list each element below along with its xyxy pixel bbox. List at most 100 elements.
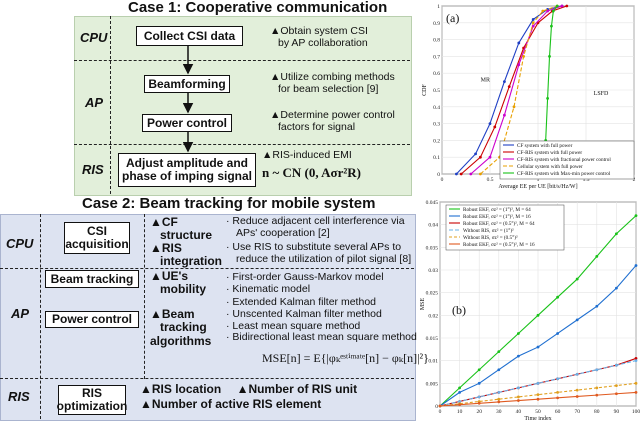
data-point <box>546 97 549 100</box>
data-point <box>517 63 521 67</box>
x-tick-label: 1.5 <box>583 177 590 183</box>
data-point <box>497 400 501 404</box>
case1-cpu-label: CPU <box>80 30 108 45</box>
legend-label: Without RIS, σz² = (1°)² <box>463 227 514 234</box>
data-point <box>531 18 535 21</box>
cf-structure-bullets: · Reduce adjacent cell interference via … <box>226 215 405 240</box>
case1-divider-2 <box>74 144 410 145</box>
case1-ap2-desc-1: ▲Determine power control <box>270 109 395 121</box>
data-point <box>503 113 506 117</box>
data-point <box>531 21 535 25</box>
data-point <box>517 332 520 335</box>
cf-bullet-2: APs' cooperation [2] <box>236 226 330 239</box>
case1-ap2-desc: ▲Determine power control factors for sig… <box>270 109 395 134</box>
data-point <box>522 55 525 58</box>
ris-optimization-items: ▲RIS location ▲Number of RIS unit ▲Numbe… <box>140 382 358 412</box>
y-tick-label: 0.04 <box>428 223 438 229</box>
mr-annotation: MR <box>481 78 490 84</box>
data-point <box>546 9 549 13</box>
bt-bullet-3: · Least mean square method <box>226 319 361 332</box>
beam-tracking-head: ▲Beam tracking algorithms <box>150 307 211 348</box>
y-tick-label: 1 <box>437 4 440 10</box>
data-point <box>458 403 461 407</box>
data-point <box>615 286 618 290</box>
x-tick-label: 0 <box>441 177 444 183</box>
data-point <box>634 264 638 267</box>
case1-cpu-desc-1: ▲Obtain system CSI <box>270 25 368 37</box>
case2-divider-1 <box>0 268 414 269</box>
data-point <box>503 80 506 83</box>
beamforming-box: Beamforming <box>144 75 230 93</box>
case2-divider-2 <box>0 378 414 379</box>
ue-mobility-head: ▲UE's mobility <box>150 269 206 297</box>
data-point <box>469 172 473 176</box>
y-tick-label: 0.3 <box>433 122 440 128</box>
x-tick-label: 0 <box>439 409 442 415</box>
data-point <box>459 172 463 176</box>
ris-integration-head: ▲RIS integration <box>150 241 222 269</box>
adjust-amplitude-line1: Adjust amplitude and <box>125 156 248 171</box>
ris-opt-row1: ▲RIS location ▲Number of RIS unit <box>140 382 358 396</box>
data-point <box>507 85 511 89</box>
beam-tracking-head-1: ▲Beam <box>150 307 195 321</box>
cf-structure-head-1: ▲CF <box>150 215 178 229</box>
data-point <box>493 125 497 129</box>
data-point <box>477 395 481 399</box>
data-point <box>595 255 599 258</box>
ue-mobility-head-1: ▲UE's <box>150 269 189 283</box>
y-tick-label: 0.6 <box>433 71 440 77</box>
y-axis-label: CDF <box>422 84 428 96</box>
data-point <box>497 391 501 394</box>
data-point <box>477 401 481 405</box>
y-tick-label: 0.7 <box>433 54 440 60</box>
case2-ap-label: AP <box>11 306 30 321</box>
legend-box <box>445 204 565 251</box>
data-point <box>517 354 520 358</box>
chart-b: 0 10 20 30 40 50 60 70 80 90 100 0 0.005 0.01 0.015 0.0… <box>420 200 640 420</box>
case2-power-control-label: Power control <box>51 312 132 327</box>
data-point <box>479 172 482 176</box>
case1-ris-desc-1: ▲RIS-induced EMI <box>262 149 352 161</box>
ue-mobility-bullets: · First-order Gauss-Markov model · Kinem… <box>226 271 384 296</box>
ris-unit-item: ▲Number of RIS unit <box>236 382 358 396</box>
data-point <box>458 391 461 394</box>
csi-acquisition-line1: CSI <box>86 224 107 239</box>
y-tick-label: 0.8 <box>433 38 440 44</box>
y-tick-label: 0.5 <box>433 88 440 94</box>
legend-box <box>499 140 635 180</box>
data-point <box>536 397 540 401</box>
case2-cpu-label: CPU <box>6 236 34 251</box>
ue-bullet-2: · Kinematic model <box>226 282 311 295</box>
y-tick-label: 0.2 <box>433 138 440 144</box>
cf-structure-head: ▲CF structure <box>150 215 212 243</box>
x-tick-label: 10 <box>457 409 463 415</box>
csi-acquisition-box: CSI acquisition <box>64 222 130 254</box>
data-point <box>555 4 559 8</box>
collect-csi-box: Collect CSI data <box>136 26 243 46</box>
case1-ap1-desc: ▲Utilize combing methods for beam select… <box>270 71 395 96</box>
case2-label-divider <box>40 214 41 419</box>
case2-power-control-box: Power control <box>45 311 139 328</box>
y-tick-label: 0.02 <box>428 313 438 319</box>
data-point <box>615 363 618 367</box>
data-point <box>497 397 501 401</box>
x-axis-label: Time index <box>524 416 551 420</box>
ris-location-item: ▲RIS location <box>140 382 222 396</box>
data-point <box>512 105 516 109</box>
ris-optimization-line2: optimization <box>56 399 128 413</box>
y-tick-label: 0 <box>435 404 438 410</box>
data-point <box>479 155 482 159</box>
series-line <box>439 382 637 407</box>
case1-ris-formula: n ~ CN (0, Aσr²R) <box>262 164 361 180</box>
legend-label: Cellular system with full power <box>517 163 583 170</box>
y-tick-label: 0 <box>437 172 440 178</box>
beam-tracking-label: Beam tracking <box>50 271 134 286</box>
case1-ap1-desc-1: ▲Utilize combing methods <box>270 71 395 83</box>
data-point <box>634 214 638 217</box>
cf-bullet-1: · Reduce adjacent cell interference via <box>226 215 405 227</box>
bt-bullet-4: · Bidirectional least mean square method <box>226 331 417 344</box>
y-tick-label: 0.01 <box>428 359 438 365</box>
x-tick-label: 50 <box>535 409 541 415</box>
